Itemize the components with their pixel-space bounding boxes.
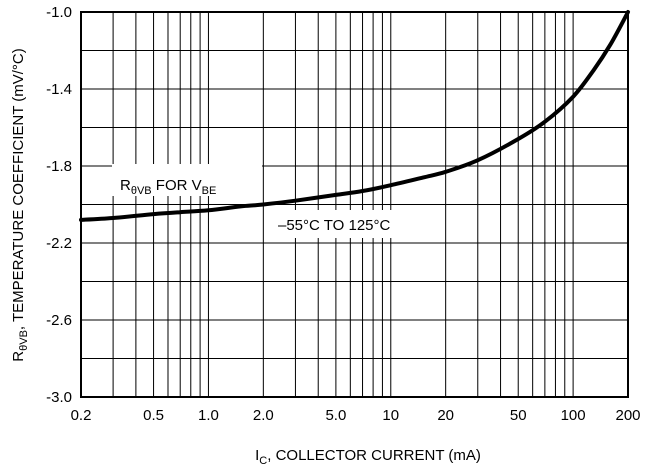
x-tick-label: 50 bbox=[510, 407, 527, 424]
y-tick-labels: -1.0 -1.4 -1.8 -2.2 -2.6 -3.0 bbox=[46, 4, 72, 406]
y-tick-label: -1.8 bbox=[46, 158, 72, 175]
y-tick-label: -1.4 bbox=[46, 81, 72, 98]
series-label: RθVB FOR VBE bbox=[120, 177, 216, 197]
y-tick-label: -2.2 bbox=[46, 235, 72, 252]
x-tick-label: 10 bbox=[382, 407, 399, 424]
plot-frame bbox=[80, 11, 629, 398]
x-tick-labels: 0.2 0.5 1.0 2.0 5.0 10 20 50 100 200 bbox=[71, 407, 641, 424]
x-tick-label: 100 bbox=[561, 407, 586, 424]
series-line bbox=[79, 10, 630, 222]
x-tick-label: 1.0 bbox=[198, 407, 219, 424]
x-tick-label: 200 bbox=[615, 407, 640, 424]
series-label-background bbox=[112, 164, 262, 196]
y-tick-label: -1.0 bbox=[46, 4, 72, 21]
y-axis-title: RθVB, TEMPERATURE COEFFICIENT (mV/°C) bbox=[10, 48, 30, 361]
x-tick-label: 5.0 bbox=[325, 407, 346, 424]
temp-range-background bbox=[272, 210, 420, 238]
y-tick-label: -2.6 bbox=[46, 312, 72, 329]
grid bbox=[81, 12, 628, 397]
x-tick-label: 0.5 bbox=[143, 407, 164, 424]
x-tick-label: 20 bbox=[437, 407, 454, 424]
x-tick-label: 0.2 bbox=[71, 407, 92, 424]
x-axis-title: IC, COLLECTOR CURRENT (mA) bbox=[255, 447, 481, 467]
y-tick-label: -3.0 bbox=[46, 389, 72, 406]
x-tick-label: 2.0 bbox=[253, 407, 274, 424]
temp-range-label: –55°C TO 125°C bbox=[278, 217, 391, 234]
